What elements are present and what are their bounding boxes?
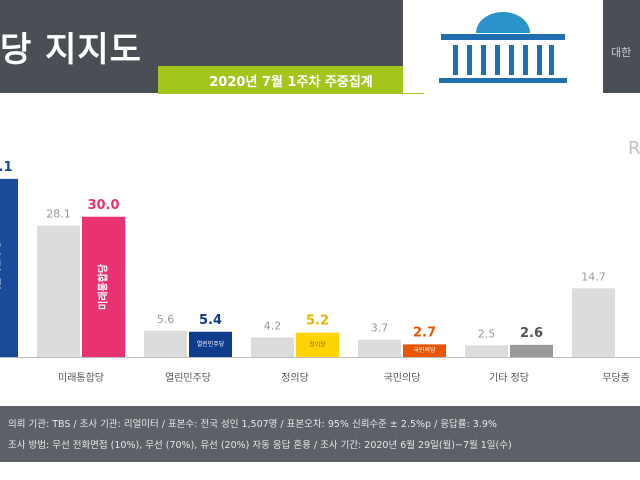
current-week-bar (0, 178, 18, 357)
category-label: 기타 정당 (489, 372, 529, 384)
unit-tag: R (628, 138, 640, 159)
party-support-chart: 38.1더불어민주당민주당28.130.0미래통합당미래통합당5.65.4열린민… (0, 160, 640, 384)
previous-week-value-label: 4.2 (264, 319, 282, 332)
previous-week-value-label: 2.5 (478, 327, 496, 340)
category-label: 국민의당 (384, 372, 421, 384)
previous-week-value-label: 5.6 (157, 313, 175, 326)
party-logo-label: 정의당 (309, 340, 326, 348)
survey-info-line-1: 의뢰 기관: TBS / 조사 기관: 리얼미터 / 표본수: 전국 성인 1,… (8, 419, 497, 430)
header-bar: 당 지지도 2020년 7월 1주차 주중집계 대한 (0, 0, 640, 94)
current-week-value-label: 5.4 (199, 313, 222, 328)
previous-week-bar (251, 337, 294, 357)
category-label: 정의당 (281, 372, 309, 384)
party-logo-label: 더불어민주당 (0, 240, 3, 296)
previous-week-bar (144, 330, 187, 357)
survey-footer: 의뢰 기관: TBS / 조사 기관: 리얼미터 / 표본수: 전국 성인 1,… (0, 406, 640, 462)
previous-week-value-label: 28.1 (46, 208, 71, 221)
current-week-bar (82, 216, 125, 357)
current-week-value-label: 5.2 (306, 314, 329, 329)
survey-period-text: 2020년 7월 1주차 주중집계 (209, 74, 373, 90)
category-label: 미래통합당 (58, 372, 104, 384)
current-week-value-label: 38.1 (0, 160, 13, 175)
survey-period-badge: 2020년 7월 1주차 주중집계 (158, 66, 424, 94)
current-week-bar (510, 344, 553, 357)
current-week-bar (296, 332, 339, 357)
previous-week-bar (37, 225, 80, 357)
category-label: 무당층 (602, 372, 630, 384)
current-week-value-label: 2.7 (413, 325, 436, 340)
survey-info-line-2: 조사 방법: 무선 전화면접 (10%), 무선 (70%), 유선 (20%)… (8, 440, 512, 451)
national-assembly-logo-icon (439, 12, 567, 83)
previous-week-bar (572, 288, 615, 357)
current-week-value-label: 2.6 (520, 326, 543, 341)
party-logo-label: 열린민주당 (197, 340, 225, 348)
category-label: 열린민주당 (165, 372, 211, 384)
current-week-value-label: 30.0 (87, 198, 119, 213)
page-title: 당 지지도 (0, 30, 142, 70)
previous-week-value-label: 3.7 (371, 322, 389, 335)
previous-week-value-label: 14.7 (581, 270, 606, 283)
current-week-bar (403, 344, 446, 357)
party-logo-label: 국민의당 (413, 346, 436, 354)
current-week-bar (189, 331, 232, 357)
previous-week-bar (358, 339, 401, 357)
org-text: 대한 (611, 46, 632, 59)
previous-week-bar (465, 345, 508, 357)
bottom-strip (0, 462, 640, 480)
party-logo-label: 미래통합당 (97, 263, 110, 310)
logo-panel (403, 0, 603, 93)
